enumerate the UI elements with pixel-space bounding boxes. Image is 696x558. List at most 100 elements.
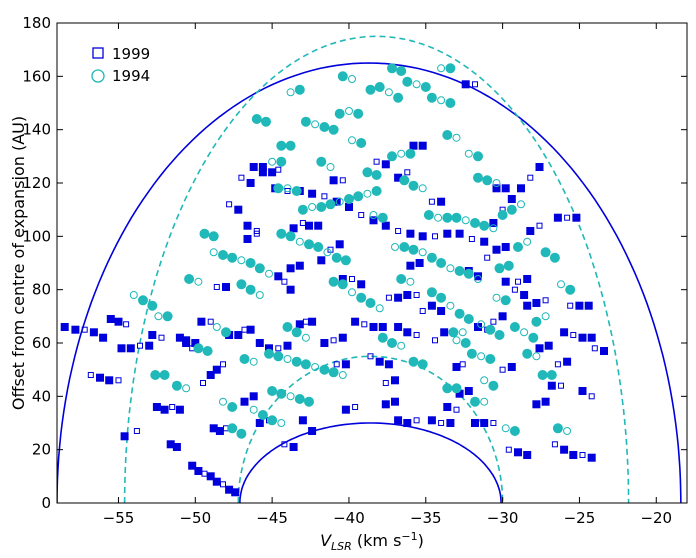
point-1994: [446, 264, 455, 273]
point-1999: [175, 405, 184, 414]
point-1999: [575, 301, 584, 310]
point-1994: [460, 338, 471, 348]
point-1994: [466, 348, 477, 359]
point-1999: [403, 291, 412, 299]
point-1994: [369, 211, 378, 219]
point-1999: [351, 317, 360, 326]
point-1994: [265, 269, 273, 278]
point-1994: [286, 88, 295, 97]
point-1994: [494, 330, 505, 340]
point-1999: [443, 403, 452, 411]
point-1999: [308, 427, 317, 435]
point-1994: [283, 355, 292, 363]
point-1999: [418, 232, 427, 241]
point-1994: [399, 242, 410, 252]
point-1999: [200, 380, 206, 386]
point-1999: [406, 261, 415, 270]
point-1999: [213, 284, 220, 290]
point-1994: [446, 301, 455, 310]
point-1994: [286, 392, 295, 401]
x-axis-title-close: ): [418, 531, 424, 550]
point-1994: [448, 327, 459, 338]
point-1994: [532, 352, 541, 361]
point-1999: [385, 294, 392, 301]
point-1999: [489, 219, 498, 227]
point-1994: [162, 311, 173, 322]
point-1999: [99, 333, 108, 342]
point-1999: [551, 441, 558, 448]
point-1994: [485, 324, 496, 335]
point-1994: [509, 426, 520, 436]
point-1999: [240, 397, 249, 406]
point-1994: [417, 359, 428, 370]
point-1994: [273, 351, 284, 362]
point-1999: [507, 363, 516, 371]
point-1999: [523, 275, 532, 283]
point-1994: [285, 140, 296, 151]
point-1994: [396, 274, 407, 284]
point-1994: [452, 133, 461, 142]
point-1999: [394, 323, 403, 331]
point-1994: [171, 380, 182, 391]
point-1994: [295, 237, 304, 246]
point-1999: [544, 341, 553, 350]
point-1994: [254, 263, 265, 274]
point-1999: [253, 230, 260, 237]
point-1994: [237, 256, 246, 265]
point-1999: [188, 461, 197, 470]
point-1999: [532, 400, 541, 409]
point-1994: [338, 371, 347, 379]
point-1994: [150, 370, 161, 380]
point-1999: [498, 312, 507, 321]
point-1999: [535, 163, 544, 171]
point-1994: [356, 292, 367, 303]
point-1999: [258, 163, 267, 171]
point-1994: [384, 88, 393, 97]
point-1994: [397, 149, 406, 158]
point-1999: [126, 344, 135, 353]
point-1994: [426, 287, 437, 298]
point-1999: [378, 323, 387, 331]
point-1994: [387, 151, 397, 162]
point-1999: [413, 292, 420, 298]
point-1994: [184, 274, 195, 284]
point-1999: [591, 345, 598, 352]
point-1999: [382, 380, 389, 386]
point-1999: [182, 339, 191, 347]
point-1999: [345, 203, 353, 211]
point-1999: [206, 472, 215, 481]
point-1999: [437, 197, 446, 206]
point-1999: [553, 213, 562, 222]
point-1999: [517, 184, 525, 193]
point-1994: [245, 258, 256, 268]
point-1999: [384, 360, 393, 369]
point-1994: [473, 151, 483, 162]
point-1994: [328, 276, 339, 287]
point-1999: [255, 339, 264, 347]
point-1999: [194, 467, 203, 475]
point-1994: [249, 405, 258, 414]
point-1999: [578, 387, 587, 395]
envelope-curve-1: [57, 62, 682, 503]
point-1994: [540, 247, 551, 258]
point-1994: [563, 427, 572, 435]
point-1994: [319, 364, 330, 375]
point-1994: [418, 248, 427, 257]
point-1999: [526, 227, 535, 235]
point-1999: [567, 302, 574, 309]
legend-label-1999: 1999: [112, 45, 150, 63]
point-1999: [275, 166, 282, 173]
point-1999: [507, 195, 516, 203]
point-1999: [120, 432, 129, 441]
point-1994: [334, 108, 345, 119]
point-1994: [537, 370, 548, 380]
series-1999: [60, 80, 608, 497]
point-1994: [549, 252, 560, 263]
point-1994: [331, 252, 342, 263]
point-1999: [440, 328, 449, 337]
point-1994: [408, 356, 419, 367]
point-1999: [523, 451, 532, 459]
point-1999: [523, 301, 532, 310]
point-1999: [197, 317, 206, 326]
